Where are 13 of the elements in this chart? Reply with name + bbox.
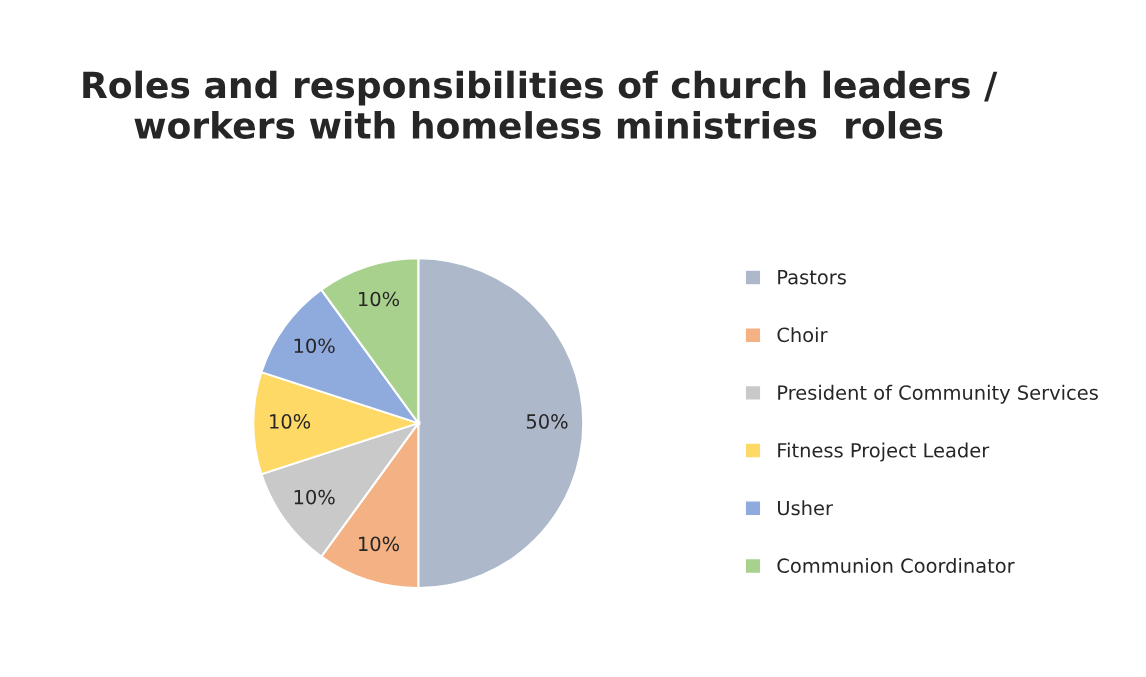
data-label: 10% bbox=[270, 414, 311, 429]
chart-title: Roles and responsibilities of church leaders / workers with homeless ministries roles bbox=[83, 70, 998, 140]
legend-label: Choir bbox=[777, 327, 828, 343]
legend-label: Pastors bbox=[778, 270, 846, 285]
data-label: 50% bbox=[526, 414, 568, 429]
data-label: 10% bbox=[359, 291, 400, 307]
data-label: 10% bbox=[359, 536, 400, 552]
data-label: 10% bbox=[294, 489, 335, 505]
legend-label: Communion Coordinator bbox=[777, 557, 1015, 574]
legend-label: Fitness Project Leader bbox=[778, 442, 990, 462]
legend-label: President of Community Services bbox=[778, 384, 1098, 404]
data-label: 10% bbox=[294, 338, 335, 354]
legend-label: Usher bbox=[778, 500, 833, 516]
